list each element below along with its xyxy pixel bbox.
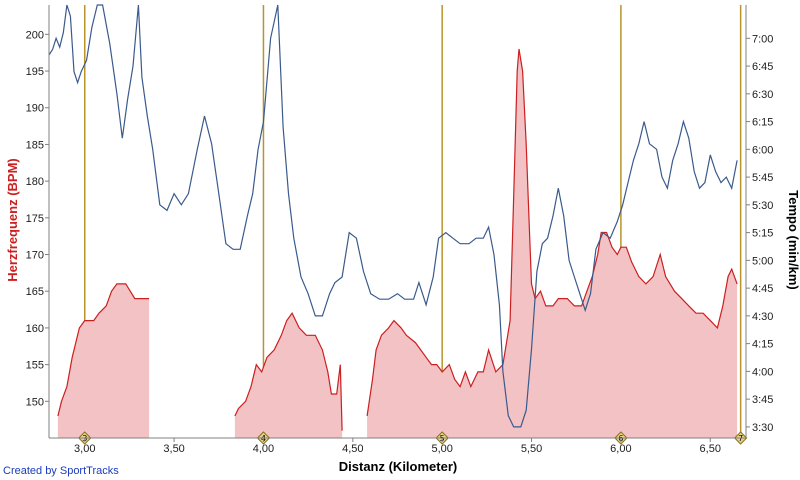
y-left-tick-label: 195 (26, 66, 44, 78)
y-right-tick-label: 5:30 (752, 200, 773, 212)
ticks-group: 3,00 3,50 4,00 4,50 5,00 5,50 6,00 6,50 150 155 16… (26, 29, 774, 455)
heart-rate-line-3 (366, 48, 738, 417)
y-left-tick-label: 200 (26, 29, 44, 41)
x-tick-label: 3,00 (74, 443, 95, 455)
pace-line-group (48, 4, 738, 428)
y-right-tick-label: 3:30 (752, 422, 773, 434)
y-right-tick-label: 5:15 (752, 228, 773, 240)
heart-rate-area-1 (57, 283, 150, 438)
y-left-tick-label: 180 (26, 176, 44, 188)
y-left-tick-label: 190 (26, 103, 44, 115)
heart-rate-line-2 (234, 312, 343, 431)
x-tick-label: 6,50 (700, 443, 721, 455)
heart-rate-area-2 (234, 313, 343, 438)
sporttracks-credit[interactable]: Created by SportTracks (3, 465, 119, 477)
heart-rate-area-3 (367, 49, 738, 438)
x-tick-label: 4,00 (253, 443, 274, 455)
y-right-tick-label: 6:00 (752, 144, 773, 156)
pace-line (48, 4, 738, 428)
y-left-tick-label: 165 (26, 286, 44, 298)
y-left-tick-label: 185 (26, 139, 44, 151)
axes-group (48, 5, 747, 439)
x-axis-title: Distanz (Kilometer) (339, 459, 457, 474)
y-right-tick-label: 3:45 (752, 394, 773, 406)
right-axis-title: Tempo (min/km) (786, 190, 800, 289)
y-right-tick-label: 6:30 (752, 89, 773, 101)
y-left-tick-label: 150 (26, 396, 44, 408)
x-tick-label: 4,50 (342, 443, 363, 455)
y-left-tick-label: 160 (26, 323, 44, 335)
y-left-tick-label: 155 (26, 360, 44, 372)
y-right-tick-label: 4:15 (752, 339, 773, 351)
x-tick-label: 5,50 (521, 443, 542, 455)
y-right-tick-label: 4:00 (752, 366, 773, 378)
y-right-tick-label: 6:45 (752, 61, 773, 73)
heart-rate-area-group (57, 48, 738, 438)
x-tick-label: 5,00 (431, 443, 452, 455)
y-right-tick-label: 5:00 (752, 255, 773, 267)
heart-rate-line-1 (57, 283, 150, 417)
y-right-tick-label: 5:45 (752, 172, 773, 184)
y-right-tick-label: 7:00 (752, 33, 773, 45)
x-tick-label: 3,50 (163, 443, 184, 455)
x-tick-label: 6,00 (610, 443, 631, 455)
y-right-tick-label: 6:15 (752, 117, 773, 129)
y-right-tick-label: 4:30 (752, 311, 773, 323)
left-axis-title: Herzfrequenz (BPM) (5, 158, 20, 282)
y-right-tick-label: 4:45 (752, 283, 773, 295)
y-left-tick-label: 170 (26, 250, 44, 262)
y-left-tick-label: 175 (26, 213, 44, 225)
